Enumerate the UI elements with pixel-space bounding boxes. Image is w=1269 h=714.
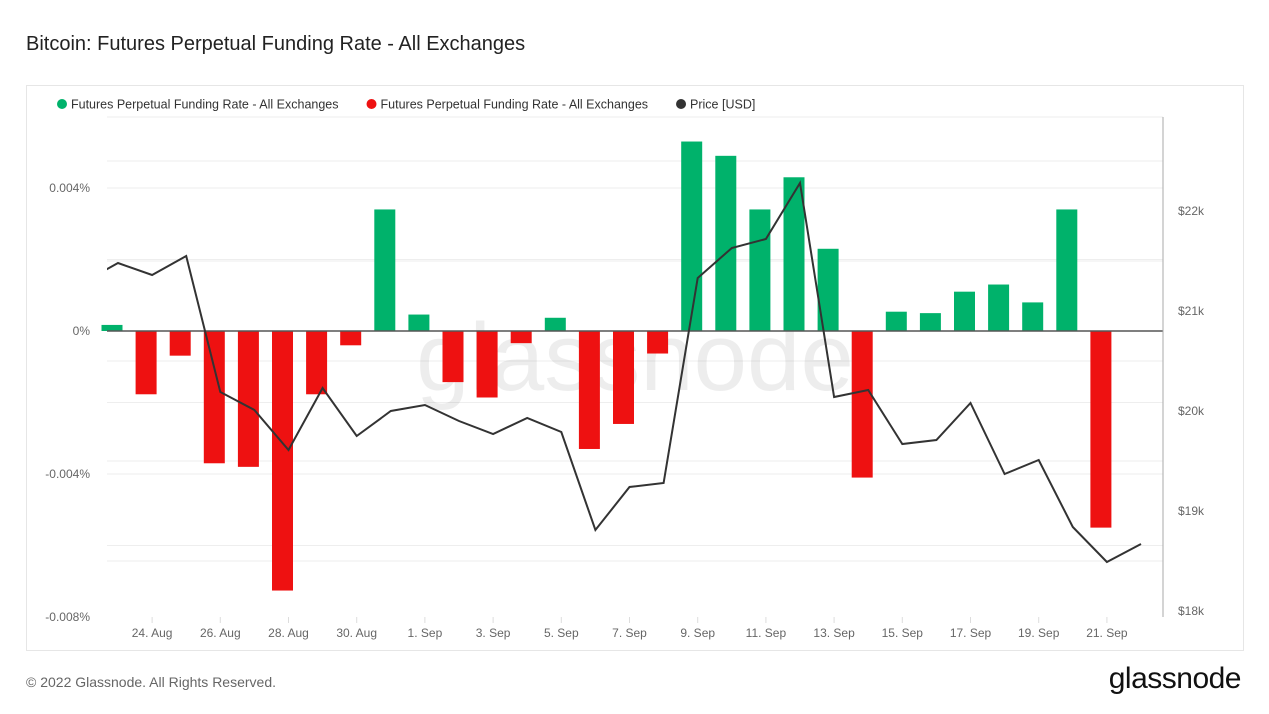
bar-10-sep: [715, 155, 737, 331]
x-tick-label: 11. Sep: [746, 626, 787, 640]
x-tick-label: 28. Aug: [268, 626, 309, 640]
x-tick-label: 9. Sep: [680, 626, 715, 640]
bar-30-aug: [340, 331, 362, 346]
copyright: © 2022 Glassnode. All Rights Reserved.: [26, 674, 277, 690]
bar-2-sep: [442, 331, 464, 383]
bar-21-sep: [1090, 331, 1112, 528]
bar-27-aug: [237, 331, 259, 467]
bar-4-sep: [510, 331, 532, 344]
x-tick-label: 26. Aug: [200, 626, 241, 640]
bar-29-aug: [306, 331, 328, 395]
legend-marker-icon: [57, 99, 67, 109]
bar-3-sep: [476, 331, 498, 398]
bar-1-sep: [408, 314, 430, 331]
bar-18-sep: [988, 284, 1010, 331]
bar-19-sep: [1022, 302, 1044, 331]
page-title: Bitcoin: Futures Perpetual Funding Rate …: [26, 33, 526, 55]
bar-17-sep: [954, 291, 975, 331]
y-left-tick-label: -0.004%: [45, 467, 90, 481]
chart: glassnode0.004%0%-0.004%-0.008%$22k$21k$…: [45, 98, 1205, 641]
y-right-tick-label: $19k: [1178, 504, 1205, 518]
y-right-tick-label: $18k: [1178, 604, 1205, 618]
x-tick-label: 1. Sep: [408, 626, 443, 640]
price-line: [107, 180, 1142, 564]
x-tick-label: 19. Sep: [1018, 626, 1060, 640]
bar-7-sep: [613, 331, 634, 424]
bar-6-sep: [578, 331, 600, 449]
x-tick-label: 15. Sep: [882, 626, 924, 640]
bar-15-sep: [885, 311, 907, 331]
bar-31-aug: [374, 209, 396, 331]
bar-12-sep: [783, 177, 805, 331]
y-right-tick-label: $20k: [1178, 404, 1205, 418]
bar-11-sep: [749, 209, 771, 331]
bar-23-aug: [101, 324, 123, 331]
bar-20-sep: [1056, 209, 1078, 331]
x-tick-label: 24. Aug: [132, 626, 173, 640]
chart-frame: [26, 85, 1244, 651]
x-tick-label: 21. Sep: [1086, 626, 1128, 640]
bar-16-sep: [919, 313, 941, 331]
y-left-tick-label: 0%: [73, 324, 91, 338]
bar-13-sep: [817, 248, 839, 331]
x-tick-label: 7. Sep: [612, 626, 647, 640]
bar-25-aug: [169, 331, 191, 356]
legend-item-0: Futures Perpetual Funding Rate - All Exc…: [71, 98, 339, 112]
y-right-tick-label: $21k: [1178, 304, 1205, 318]
bar-8-sep: [647, 331, 669, 354]
bar-24-aug: [135, 331, 157, 395]
x-tick-label: 3. Sep: [476, 626, 511, 640]
legend-marker-icon: [366, 99, 377, 109]
bar-14-sep: [851, 331, 873, 478]
x-tick-label: 17. Sep: [950, 626, 992, 640]
bar-28-aug: [272, 331, 293, 591]
x-tick-label: 13. Sep: [813, 626, 855, 640]
bar-26-aug: [203, 331, 225, 464]
y-left-tick-label: 0.004%: [49, 181, 90, 195]
y-right-tick-label: $22k: [1178, 204, 1205, 218]
glassnode-logo: glassnode: [1108, 662, 1242, 695]
x-tick-label: 30. Aug: [336, 626, 377, 640]
y-left-tick-label: -0.008%: [45, 610, 90, 624]
legend-item-1: Futures Perpetual Funding Rate - All Exc…: [381, 98, 649, 112]
bar-5-sep: [544, 317, 566, 331]
x-tick-label: 5. Sep: [544, 626, 579, 640]
legend-item-2: Price [USD]: [690, 98, 755, 112]
bar-9-sep: [681, 141, 703, 331]
legend-marker-icon: [676, 99, 687, 109]
